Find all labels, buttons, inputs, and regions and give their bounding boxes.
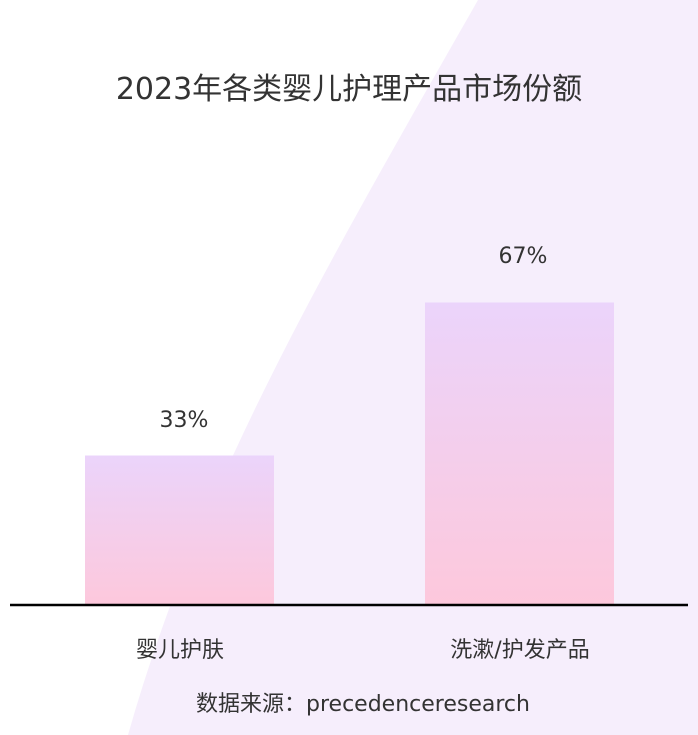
x-tick-label: 洗漱/护发产品: [450, 638, 589, 663]
source-note: 数据来源：precedenceresearch: [196, 692, 530, 717]
data-label: 67%: [499, 244, 548, 269]
chart-title: 2023年各类婴儿护理产品市场份额: [115, 72, 583, 107]
bar-1: [85, 455, 274, 604]
bar-2: [425, 302, 614, 604]
x-tick-label: 婴儿护肤: [136, 638, 224, 663]
data-label: 33%: [160, 408, 209, 433]
